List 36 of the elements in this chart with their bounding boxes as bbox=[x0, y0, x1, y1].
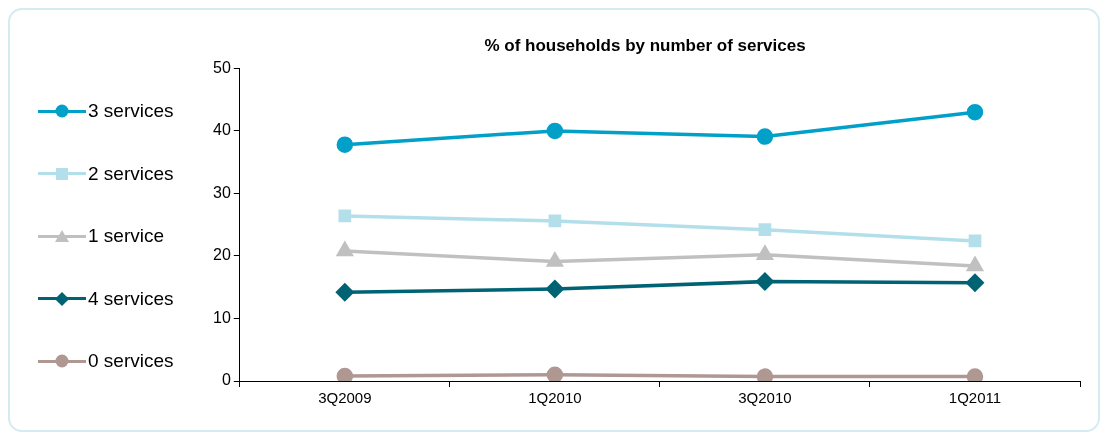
point bbox=[338, 209, 352, 223]
point bbox=[967, 257, 983, 272]
point bbox=[337, 242, 353, 257]
point bbox=[546, 366, 564, 381]
y-tick-label: 40 bbox=[213, 121, 231, 139]
x-tick-label: 1Q2011 bbox=[948, 389, 1002, 407]
point bbox=[758, 223, 772, 237]
x-tick-label: 1Q2010 bbox=[528, 389, 582, 407]
chart-title: % of households by number of services bbox=[484, 35, 806, 55]
point bbox=[966, 368, 984, 381]
point bbox=[546, 122, 564, 140]
y-tick-label: 10 bbox=[213, 308, 231, 326]
point bbox=[966, 103, 984, 121]
point bbox=[756, 128, 774, 145]
point bbox=[756, 368, 774, 381]
y-tick-label: 30 bbox=[213, 183, 231, 201]
legend-label: 2 services bbox=[88, 162, 174, 185]
point bbox=[756, 272, 774, 291]
point bbox=[966, 274, 984, 292]
legend-label: 0 services bbox=[88, 350, 174, 373]
point bbox=[546, 280, 564, 298]
x-tick-label: 3Q2010 bbox=[738, 389, 792, 407]
point bbox=[336, 136, 354, 153]
point bbox=[968, 234, 982, 248]
y-tick-label: 0 bbox=[221, 371, 231, 389]
y-tick-label: 50 bbox=[213, 58, 231, 76]
x-tick-label: 3Q2009 bbox=[318, 389, 372, 407]
legend-label: 4 services bbox=[88, 287, 174, 310]
y-tick-label: 20 bbox=[213, 246, 231, 264]
legend-label: 3 services bbox=[88, 100, 174, 123]
point bbox=[548, 214, 562, 228]
point bbox=[547, 252, 563, 267]
point bbox=[757, 245, 773, 260]
point bbox=[336, 283, 354, 301]
legend-label: 1 service bbox=[88, 225, 165, 248]
point bbox=[336, 367, 354, 381]
